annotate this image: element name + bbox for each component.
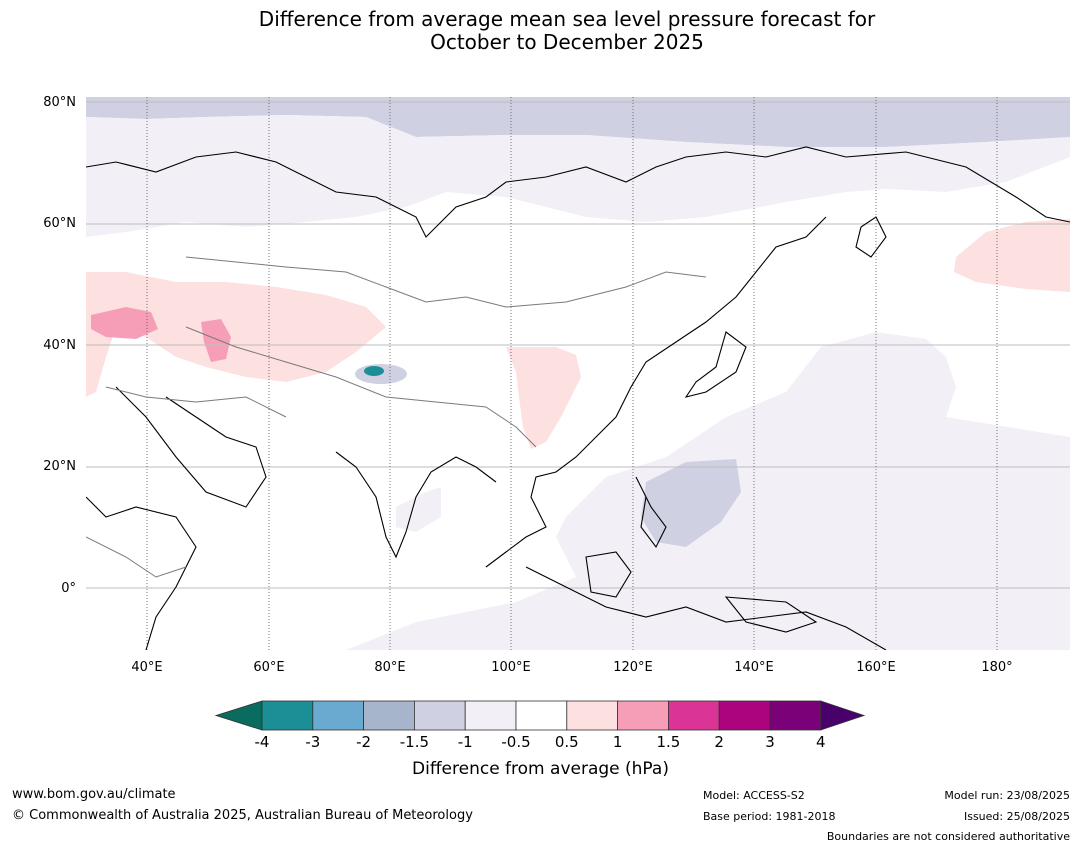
- issued-date: Issued: 25/08/2025: [963, 810, 1070, 823]
- lat-label-80n: 80°N: [43, 95, 76, 110]
- colorbar-tick-label: 2: [714, 733, 724, 751]
- lat-label-40n: 40°N: [43, 338, 76, 353]
- colorbar-cell: [515, 700, 568, 731]
- tibet-strong-negative: [364, 366, 384, 376]
- colorbar-label: Difference from average (hPa): [412, 759, 669, 779]
- lon-label-160e: 160°E: [856, 660, 896, 675]
- colorbar-tick-label: -1.5: [399, 733, 430, 751]
- colorbar-cell: [668, 700, 720, 731]
- title-line-2: October to December 2025: [430, 30, 704, 54]
- colorbar-tick-label: 3: [765, 733, 775, 751]
- colorbar-tick-label: -0.5: [501, 733, 531, 751]
- philippines-coast: [635, 476, 667, 549]
- colorbar-tick-label: -3: [305, 733, 321, 751]
- lat-label-20n: 20°N: [43, 459, 76, 474]
- north-pacific-positive: [954, 219, 1070, 292]
- meridians: [146, 97, 998, 650]
- lon-label-100e: 100°E: [491, 660, 531, 675]
- map-panel: [86, 97, 1070, 650]
- colorbar-cell: [718, 700, 771, 731]
- colorbar-cell: [261, 700, 314, 731]
- colorbar-tick-label: 0.5: [554, 733, 579, 751]
- northern-light-negative: [86, 115, 1070, 237]
- aral-positive-strong: [201, 319, 231, 362]
- caspian-positive-strong: [91, 307, 158, 339]
- lat-label-0: 0°: [61, 581, 76, 596]
- boundaries-disclaimer: Boundaries are not considered authoritat…: [826, 830, 1070, 843]
- base-period: Base period: 1981-2018: [703, 810, 836, 823]
- pressure-anomaly-map: [86, 97, 1070, 650]
- colorbar-tick-label: 4: [816, 733, 826, 751]
- lon-label-120e: 120°E: [613, 660, 653, 675]
- colorbar-cell: [312, 700, 364, 731]
- lon-label-40e: 40°E: [131, 660, 163, 675]
- colorbar-tick-label: 1.5: [656, 733, 681, 751]
- title-line-1: Difference from average mean sea level p…: [258, 7, 876, 31]
- lat-label-60n: 60°N: [43, 216, 76, 231]
- graticule: [86, 101, 1070, 589]
- new-guinea-coast: [724, 596, 818, 633]
- website-link[interactable]: www.bom.gov.au/climate: [12, 787, 176, 802]
- coastlines: [86, 146, 1070, 650]
- kamchatka-coast: [855, 216, 887, 258]
- lon-label-180: 180°: [981, 660, 1013, 675]
- colorbar-tick-label: 1: [612, 733, 623, 751]
- arabian-sea-negative: [396, 487, 441, 532]
- country-boundaries: [86, 256, 707, 578]
- colorbar-tick-label: -4: [254, 733, 270, 751]
- colorbar-cell: [566, 700, 618, 731]
- colorbar-cell: [769, 700, 822, 731]
- arctic-negative-region: [86, 97, 1070, 147]
- colorbar-cell: [413, 700, 466, 731]
- philippine-sea-negative: [641, 459, 741, 547]
- colorbar-over-arrow: [820, 700, 866, 731]
- central-asia-positive: [86, 272, 386, 397]
- lon-label-140e: 140°E: [734, 660, 774, 675]
- borneo-coast: [585, 551, 632, 598]
- china-positive: [506, 347, 581, 449]
- colorbar-cell: [464, 700, 517, 731]
- arabia-coast: [115, 386, 267, 508]
- japan-coast: [684, 331, 747, 398]
- arctic-coast: [86, 146, 1070, 238]
- lon-label-80e: 80°E: [374, 660, 406, 675]
- maritime-continent-coast: [525, 566, 887, 650]
- lon-label-60e: 60°E: [253, 660, 285, 675]
- model-name: Model: ACCESS-S2: [703, 789, 805, 802]
- map-title: Difference from average mean sea level p…: [0, 8, 1081, 54]
- africa-coast: [86, 496, 197, 650]
- colorbar-cell: [617, 700, 669, 731]
- model-run-date: Model run: 23/08/2025: [944, 789, 1070, 802]
- colorbar-cell: [363, 700, 415, 731]
- colorbar-tick-label: -2: [356, 733, 372, 751]
- copyright-text: © Commonwealth of Australia 2025, Austra…: [12, 808, 473, 823]
- east-asia-coast: [485, 216, 827, 568]
- anomaly-shading: [86, 97, 1070, 650]
- colorbar-tick-label: -1: [457, 733, 473, 751]
- colorbar-under-arrow: [214, 700, 263, 731]
- india-coast: [335, 451, 497, 559]
